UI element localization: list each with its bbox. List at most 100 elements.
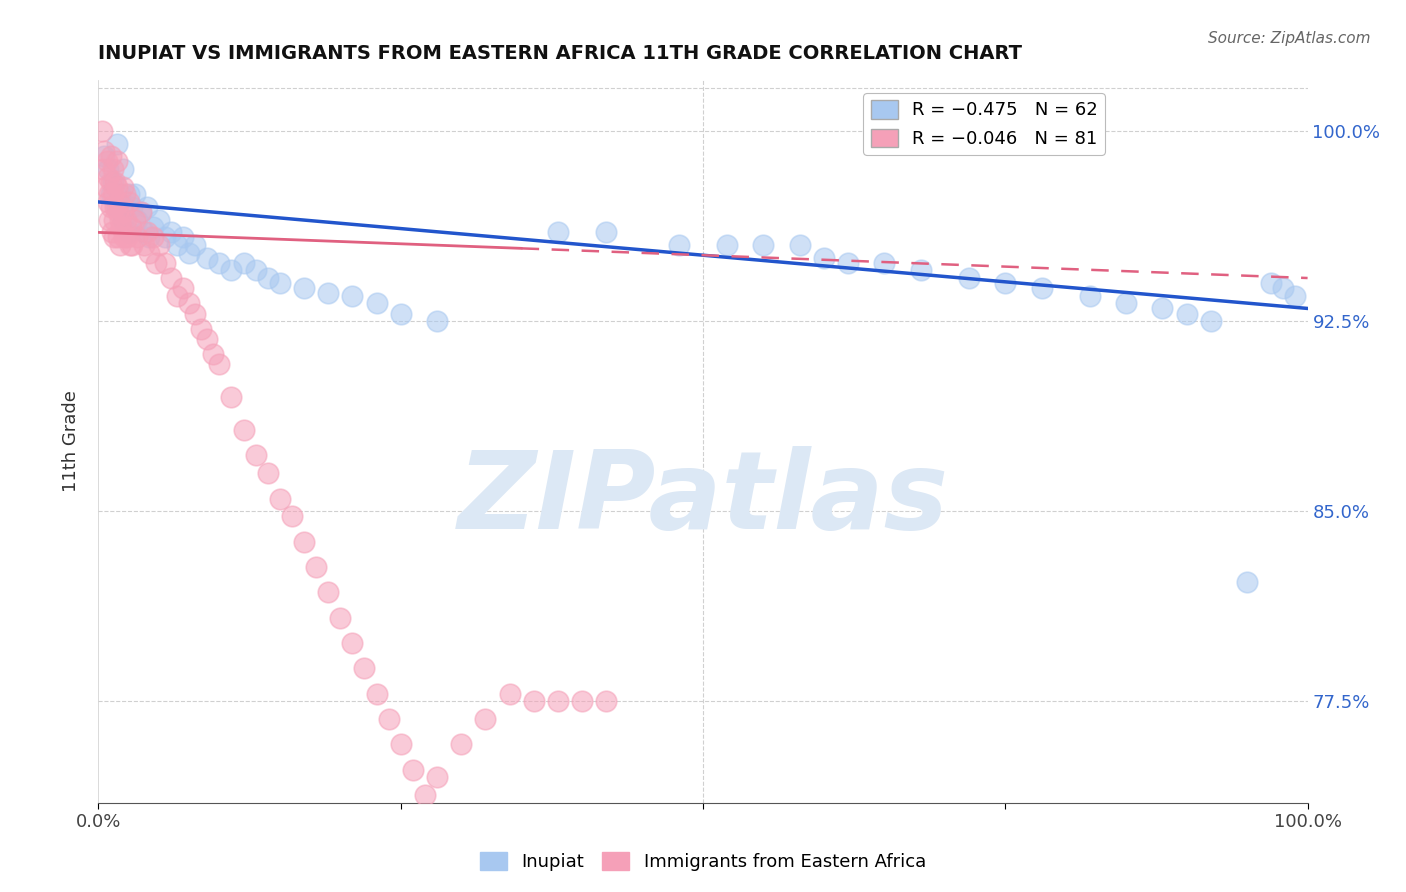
Point	[166, 238, 188, 252]
Point	[292, 281, 315, 295]
Point	[716, 238, 738, 252]
Point	[148, 212, 170, 227]
Legend: Inupiat, Immigrants from Eastern Africa: Inupiat, Immigrants from Eastern Africa	[472, 845, 934, 879]
Point	[221, 390, 243, 404]
Point	[450, 738, 472, 752]
Point	[426, 771, 449, 785]
Point	[96, 154, 118, 169]
Point	[120, 220, 142, 235]
Point	[112, 230, 135, 244]
Point	[316, 286, 339, 301]
Point	[389, 306, 412, 320]
Point	[1078, 289, 1101, 303]
Point	[111, 161, 134, 176]
Point	[305, 560, 328, 574]
Point	[389, 738, 412, 752]
Point	[107, 230, 129, 244]
Point	[101, 175, 124, 189]
Point	[97, 169, 120, 184]
Point	[752, 238, 775, 252]
Point	[269, 491, 291, 506]
Point	[994, 276, 1017, 290]
Point	[179, 296, 201, 310]
Point	[353, 661, 375, 675]
Point	[111, 212, 134, 227]
Point	[93, 149, 115, 163]
Point	[121, 238, 143, 252]
Point	[789, 238, 811, 252]
Point	[377, 712, 399, 726]
Point	[97, 194, 120, 209]
Point	[100, 226, 122, 240]
Y-axis label: 11th Grade: 11th Grade	[62, 391, 80, 492]
Point	[910, 263, 932, 277]
Point	[179, 245, 201, 260]
Point	[135, 200, 157, 214]
Point	[166, 289, 188, 303]
Point	[114, 187, 136, 202]
Point	[108, 194, 131, 209]
Point	[269, 276, 291, 290]
Point	[232, 423, 254, 437]
Point	[595, 226, 617, 240]
Point	[195, 251, 218, 265]
Point	[172, 281, 194, 295]
Point	[127, 212, 149, 227]
Point	[184, 306, 207, 320]
Legend: R = −0.475   N = 62, R = −0.046   N = 81: R = −0.475 N = 62, R = −0.046 N = 81	[863, 93, 1105, 155]
Point	[1284, 289, 1306, 303]
Point	[98, 212, 121, 227]
Point	[153, 230, 176, 244]
Point	[118, 226, 141, 240]
Point	[118, 194, 141, 209]
Point	[413, 788, 436, 802]
Point	[957, 271, 980, 285]
Point	[129, 205, 152, 219]
Point	[292, 534, 315, 549]
Point	[100, 200, 122, 214]
Point	[104, 200, 127, 214]
Point	[100, 149, 122, 163]
Point	[426, 314, 449, 328]
Point	[100, 187, 122, 202]
Point	[316, 585, 339, 599]
Point	[135, 226, 157, 240]
Point	[1236, 575, 1258, 590]
Point	[103, 212, 125, 227]
Point	[105, 136, 128, 151]
Point	[115, 212, 138, 227]
Point	[134, 226, 156, 240]
Point	[111, 205, 134, 219]
Point	[498, 687, 520, 701]
Point	[668, 238, 690, 252]
Point	[124, 187, 146, 202]
Point	[103, 230, 125, 244]
Text: INUPIAT VS IMMIGRANTS FROM EASTERN AFRICA 11TH GRADE CORRELATION CHART: INUPIAT VS IMMIGRANTS FROM EASTERN AFRIC…	[98, 45, 1022, 63]
Point	[366, 296, 388, 310]
Point	[97, 161, 120, 176]
Point	[108, 238, 131, 252]
Point	[129, 205, 152, 219]
Point	[256, 467, 278, 481]
Point	[101, 187, 124, 202]
Point	[108, 187, 131, 202]
Point	[873, 256, 896, 270]
Point	[1199, 314, 1222, 328]
Point	[107, 205, 129, 219]
Point	[98, 187, 121, 202]
Text: ZIPatlas: ZIPatlas	[457, 446, 949, 552]
Point	[148, 238, 170, 252]
Text: Source: ZipAtlas.com: Source: ZipAtlas.com	[1208, 31, 1371, 46]
Point	[172, 230, 194, 244]
Point	[118, 238, 141, 252]
Point	[202, 347, 225, 361]
Point	[160, 226, 183, 240]
Point	[101, 161, 124, 176]
Point	[245, 263, 267, 277]
Point	[160, 271, 183, 285]
Point	[342, 636, 364, 650]
Point	[402, 763, 425, 777]
Point	[1031, 281, 1053, 295]
Point	[837, 256, 859, 270]
Point	[221, 263, 243, 277]
